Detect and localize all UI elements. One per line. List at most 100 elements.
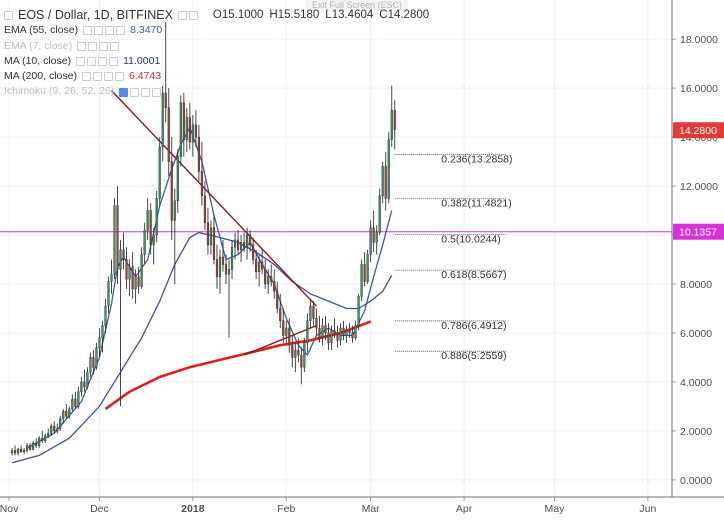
indicator-row[interactable]: EMA (55, close) 8.3470 <box>4 23 429 38</box>
candle-body <box>327 332 330 344</box>
candle <box>65 403 68 419</box>
candle-body <box>47 433 50 437</box>
candle <box>146 198 149 240</box>
candle-body <box>95 347 98 368</box>
candle-body <box>378 195 381 233</box>
candle <box>38 435 41 449</box>
candle <box>312 301 315 326</box>
indicator-controls[interactable] <box>76 57 119 67</box>
candle-body <box>312 305 315 319</box>
indicator-label: Ichimoku (9, 26, 52, 26) <box>4 85 115 98</box>
candle <box>215 244 219 289</box>
candle-body <box>26 445 29 451</box>
indicator-controls[interactable] <box>83 26 126 36</box>
indicator-row[interactable]: EMA (7, close) <box>4 39 429 54</box>
candle-body <box>252 244 255 260</box>
candle-body <box>318 327 321 339</box>
candle <box>218 249 222 294</box>
candle <box>342 320 345 341</box>
candle <box>300 347 303 385</box>
candle <box>264 259 267 289</box>
indicator-label: MA (200, close) <box>4 70 77 83</box>
candle-body <box>348 330 351 334</box>
last-price-badge-bg <box>673 122 724 139</box>
candle-body <box>249 234 252 246</box>
x-tick-label: May <box>545 503 566 515</box>
candle <box>372 210 375 253</box>
fib-label: 0.886(5.2559) <box>441 350 506 362</box>
candle-body <box>264 269 267 285</box>
candle <box>53 421 56 434</box>
y-tick-label: 8.0000 <box>680 279 712 291</box>
candle <box>152 227 155 265</box>
candle <box>119 239 122 407</box>
y-tick-label: 12.0000 <box>680 181 718 193</box>
candle <box>258 254 261 287</box>
candle-body <box>200 171 203 197</box>
indicator-value: 8.3470 <box>130 24 163 37</box>
x-tick-label: Dec <box>90 503 109 515</box>
candle <box>182 93 185 157</box>
candle-body <box>68 408 71 417</box>
candle-body <box>230 247 234 270</box>
candle-body <box>218 256 222 277</box>
candle-body <box>176 156 179 202</box>
candle-body <box>203 195 206 224</box>
candle <box>176 149 179 213</box>
candle <box>188 102 191 150</box>
candle <box>50 423 53 436</box>
indicator-controls[interactable] <box>81 72 124 82</box>
candle <box>41 430 44 444</box>
candle <box>297 337 300 363</box>
candle <box>26 443 29 453</box>
candle-body <box>393 109 396 131</box>
candle-body <box>110 273 113 282</box>
triangle-upper-line[interactable] <box>110 90 317 307</box>
candle <box>197 124 200 182</box>
triangle-lower-line[interactable] <box>243 324 317 356</box>
candle <box>246 227 249 260</box>
indicator-row[interactable]: MA (200, close) 6.4743 <box>4 69 429 84</box>
exit-fullscreen-button[interactable]: Exit Full Screen (ESC) <box>306 0 409 11</box>
candle-body <box>236 239 240 250</box>
candle <box>107 276 110 314</box>
candle-body <box>122 249 125 260</box>
candle <box>390 85 393 147</box>
last-price-badge: 14.2800 <box>679 125 717 137</box>
candle <box>327 323 330 351</box>
candle <box>137 266 140 294</box>
candle-body <box>273 281 276 292</box>
candle-body <box>77 391 80 407</box>
candle-body <box>224 264 228 275</box>
indicator-controls[interactable] <box>77 41 120 51</box>
candle-body <box>384 166 387 199</box>
indicator-row[interactable]: MA (10, close) 11.0001 <box>4 54 429 69</box>
candle <box>318 315 321 343</box>
x-tick-label: 2018 <box>181 503 205 515</box>
candle <box>23 448 26 455</box>
candle <box>161 85 164 162</box>
candle <box>47 428 50 439</box>
candle-body <box>161 92 164 148</box>
candle <box>336 325 339 348</box>
indicator-row[interactable]: Ichimoku (9, 26, 52, 26) <box>4 84 429 99</box>
symbol-controls[interactable] <box>4 11 13 21</box>
candle-body <box>92 357 95 368</box>
candle <box>309 298 312 329</box>
candle-body <box>17 449 20 454</box>
candle-body <box>74 398 77 407</box>
candle-body <box>258 261 261 273</box>
candle <box>282 308 285 343</box>
candle <box>17 448 20 456</box>
candle-body <box>13 450 17 454</box>
symbol-row: EOS / Dollar, 1D, BITFINEX O15.1000 H15.5… <box>4 8 429 23</box>
ma10-line <box>26 125 393 449</box>
y-tick-label: 2.0000 <box>680 426 712 438</box>
x-tick-label: Apr <box>456 503 473 515</box>
indicator-controls[interactable] <box>119 87 162 97</box>
candle <box>164 22 167 123</box>
symbol-actions[interactable] <box>177 11 198 21</box>
candle <box>330 325 333 351</box>
fib-label: 0.5(10.0244) <box>441 233 501 245</box>
